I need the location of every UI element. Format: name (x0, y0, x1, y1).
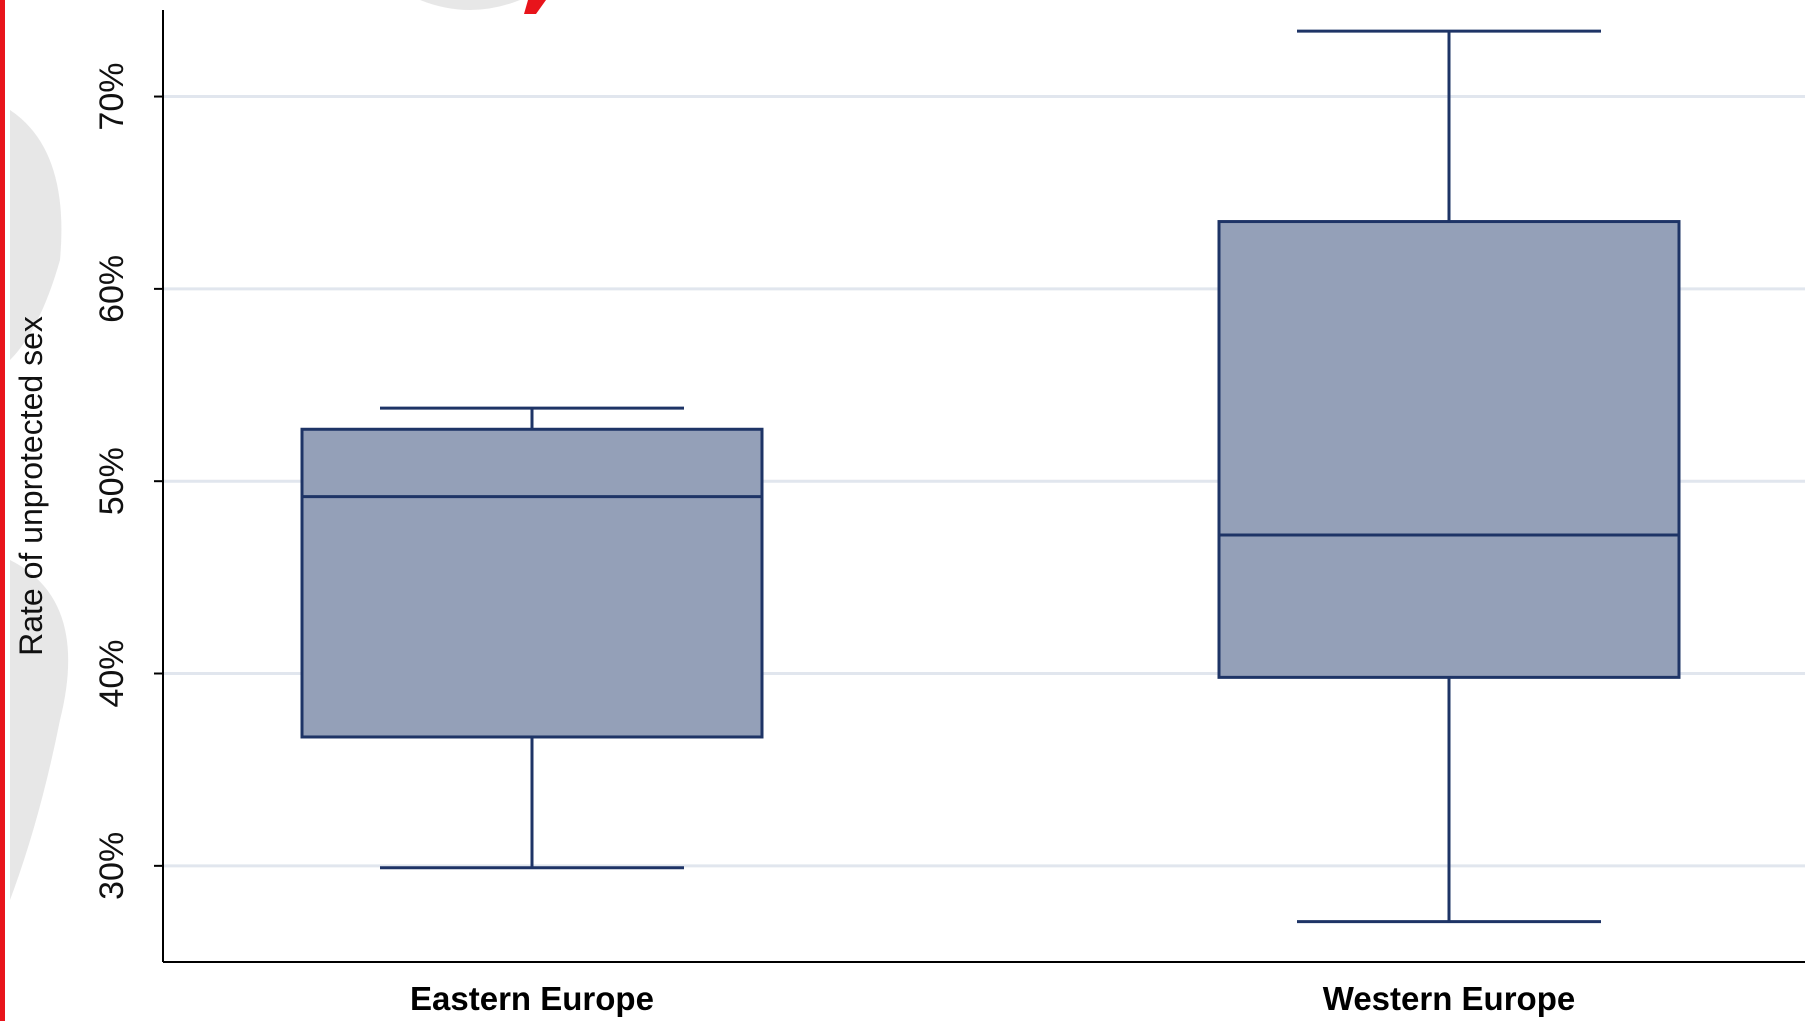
y-tick-label: 30% (93, 832, 131, 900)
x-category-label: Eastern Europe (410, 980, 654, 1017)
x-category-label: Western Europe (1323, 980, 1575, 1017)
left-red-frame-edge (0, 0, 5, 1021)
y-axis-title: Rate of unprotected sex (13, 316, 49, 656)
y-tick-label: 70% (93, 63, 131, 131)
y-tick-label: 60% (93, 255, 131, 323)
y-tick-label: 50% (93, 447, 131, 515)
interquartile-box (300, 427, 764, 739)
y-tick-label: 40% (93, 639, 131, 707)
x-category-labels: Eastern Europe Western Europe (410, 980, 1575, 1017)
y-ticks: 30% 40% 50% 60% 70% (93, 63, 163, 900)
boxes (300, 29, 1681, 924)
box-eastern-europe (300, 406, 764, 870)
background-watermark (10, 0, 520, 900)
axes (162, 10, 1805, 963)
top-red-accent-mark (524, 0, 546, 14)
box-western-europe (1217, 29, 1681, 924)
interquartile-box (1217, 220, 1681, 679)
